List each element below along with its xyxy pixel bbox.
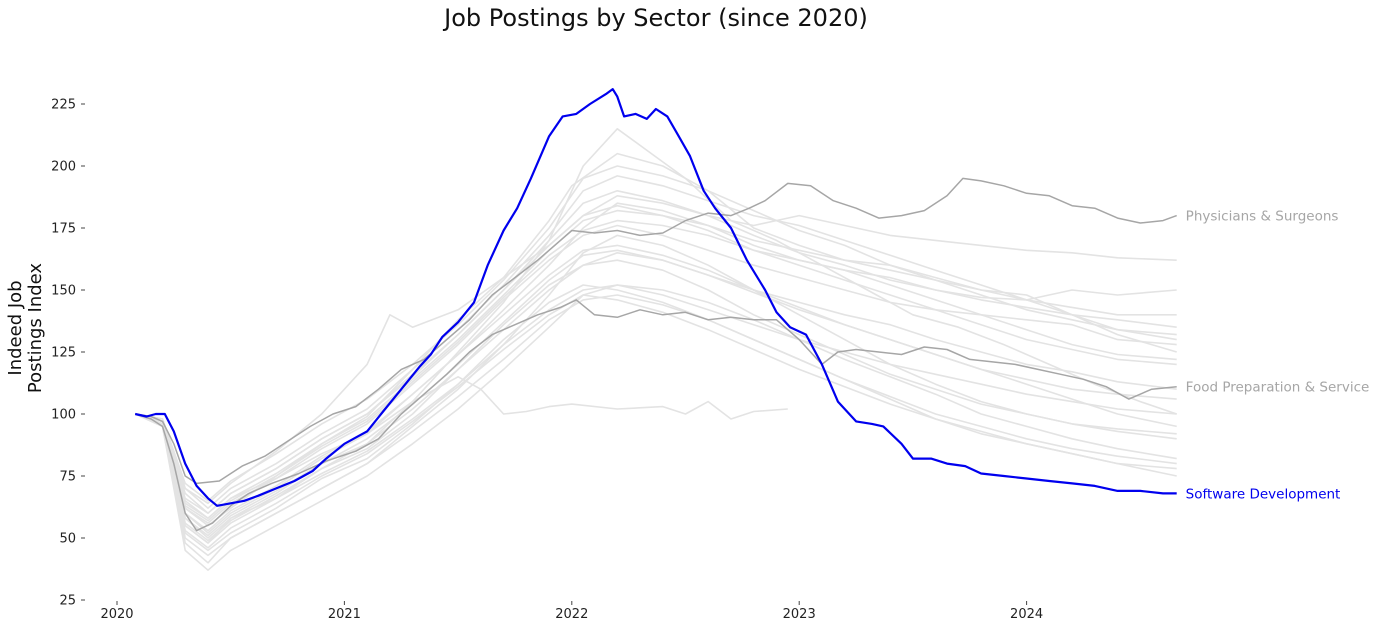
background-series-line: [135, 175, 1177, 509]
background-series-line: [134, 204, 1177, 514]
series-label-software: Software Development: [1186, 486, 1341, 502]
x-tick-label: 2022: [555, 607, 588, 622]
series-label-physicians: Physicians & Surgeons: [1186, 209, 1339, 225]
chart-title: Job Postings by Sector (since 2020): [444, 4, 868, 32]
y-tick-label: 225: [51, 98, 76, 113]
y-axis-title-line-2: Postings Index: [25, 263, 46, 393]
y-tick-label: 25: [59, 594, 76, 609]
background-series-line: [134, 249, 1177, 537]
y-axis: 25 50 75 100 125 150 175 200 225: [51, 98, 85, 609]
background-series-line: [134, 294, 1177, 549]
background-series-line: [134, 284, 1177, 571]
y-tick-label: 200: [51, 160, 76, 175]
background-series-line: [134, 219, 1177, 522]
y-tick-label: 100: [51, 408, 76, 423]
highlight-series-group: [134, 88, 1177, 507]
background-series-line: [134, 376, 788, 534]
series-label-food: Food Preparation & Service: [1186, 380, 1370, 396]
background-series-line: [134, 128, 1177, 544]
background-series-group: [134, 128, 1177, 571]
y-tick-label: 125: [51, 346, 76, 361]
reference-series-group: [134, 177, 1177, 532]
background-series-line: [134, 284, 1177, 552]
y-axis-title-line-1: Indeed Job: [5, 280, 26, 375]
background-series-line: [134, 224, 1177, 524]
y-tick-label: 150: [51, 284, 76, 299]
background-series-line: [135, 195, 1177, 505]
y-tick-label: 175: [51, 222, 76, 237]
x-tick-label: 2024: [1010, 607, 1043, 622]
reference-series-line-1: [134, 299, 1177, 532]
x-tick-label: 2020: [100, 607, 133, 622]
background-series-line: [134, 209, 1177, 519]
y-tick-label: 75: [59, 470, 76, 485]
background-series-line: [134, 252, 1177, 539]
highlight-series-line: [134, 88, 1177, 507]
x-axis: 2020 2021 2022 2023 2024: [100, 601, 1043, 622]
y-tick-label: 50: [59, 532, 76, 547]
background-series-line: [134, 202, 1177, 519]
reference-series-line-0: [135, 177, 1177, 485]
x-tick-label: 2023: [783, 607, 816, 622]
background-series-line: [135, 165, 1177, 502]
background-series-line: [134, 284, 1177, 544]
background-series-line: [134, 259, 1177, 542]
x-tick-label: 2021: [328, 607, 361, 622]
background-series-line: [134, 234, 1177, 564]
